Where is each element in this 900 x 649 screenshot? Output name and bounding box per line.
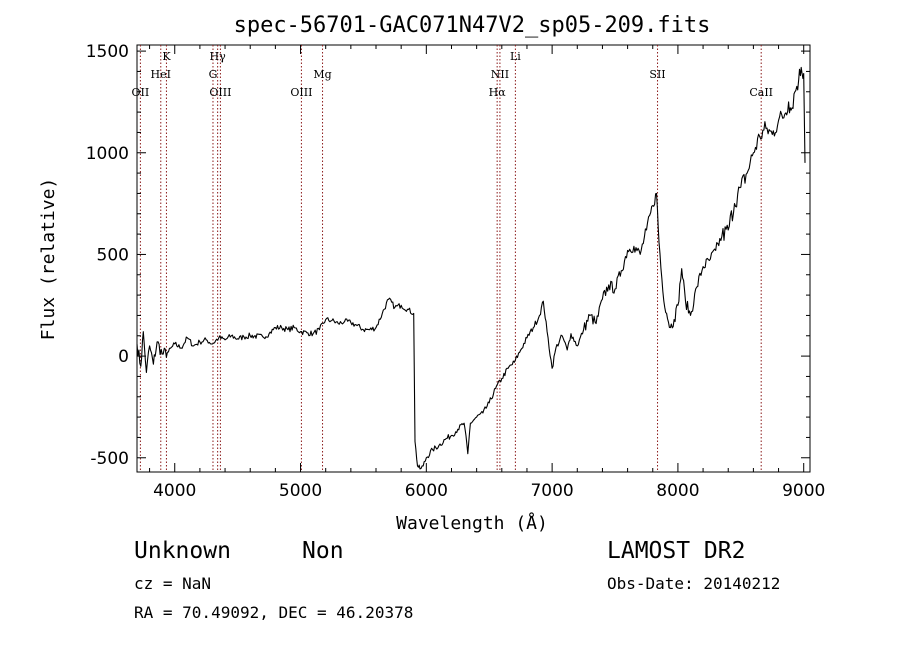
chart-title: spec-56701-GAC071N47V2_sp05-209.fits bbox=[234, 13, 711, 38]
spectral-line-label: SII bbox=[649, 68, 665, 81]
axis-tick-labels: 4000 5000 6000 7000 8000 9000 -500 0 500 1000 1500 bbox=[86, 42, 826, 501]
spectral-line-label: OIII bbox=[290, 86, 312, 99]
spectral-line-label: G bbox=[209, 68, 218, 81]
plot-frame bbox=[136, 44, 811, 473]
object-class: Unknown bbox=[134, 538, 231, 564]
x-tick-label: 8000 bbox=[656, 481, 699, 501]
x-tick-label: 7000 bbox=[530, 481, 573, 501]
spectral-line-label: K bbox=[162, 50, 171, 63]
x-tick-label: 9000 bbox=[782, 481, 825, 501]
y-axis-label: Flux (relative) bbox=[38, 178, 59, 341]
spectral-line-label: Hγ bbox=[210, 50, 227, 63]
x-tick-label: 5000 bbox=[279, 481, 322, 501]
axis-ticks bbox=[137, 45, 810, 472]
spectral-line-label: CaII bbox=[749, 86, 773, 99]
y-tick-label: 1000 bbox=[86, 144, 129, 164]
y-tick-label: -500 bbox=[90, 449, 129, 469]
survey-name: LAMOST DR2 bbox=[607, 538, 746, 564]
sky-coordinates: RA = 70.49092, DEC = 46.20378 bbox=[134, 603, 414, 622]
spectral-line-label: OIII bbox=[209, 86, 231, 99]
spectral-line-markers bbox=[139, 45, 762, 472]
x-axis-label: Wavelength (Å) bbox=[396, 512, 548, 534]
y-tick-label: 500 bbox=[97, 245, 129, 265]
spectral-line-label: Li bbox=[510, 50, 521, 63]
spectral-line-label: Hα bbox=[489, 86, 507, 99]
spectral-line-label: NII bbox=[491, 68, 509, 81]
spectral-line-label: OII bbox=[132, 86, 150, 99]
spectrum-line bbox=[136, 66, 806, 470]
redshift-value: cz = NaN bbox=[134, 574, 212, 593]
object-subclass: Non bbox=[302, 538, 344, 564]
y-tick-label: 1500 bbox=[86, 42, 129, 62]
x-tick-label: 6000 bbox=[405, 481, 448, 501]
x-tick-label: 4000 bbox=[153, 481, 196, 501]
y-tick-label: 0 bbox=[118, 347, 129, 367]
spectral-line-label: HeI bbox=[151, 68, 171, 81]
spectral-line-label: Mg bbox=[313, 68, 331, 81]
observation-date: Obs-Date: 20140212 bbox=[607, 574, 781, 593]
